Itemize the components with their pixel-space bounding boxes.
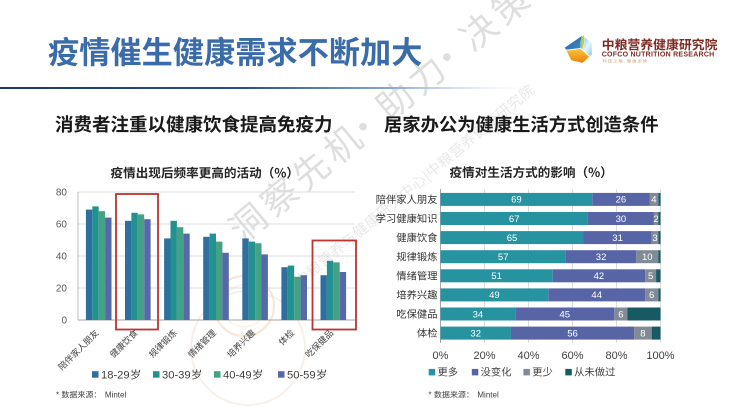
svg-text:100%: 100% <box>646 350 674 362</box>
svg-text:10: 10 <box>642 252 653 263</box>
svg-text:45: 45 <box>560 309 571 320</box>
svg-text:5: 5 <box>648 271 653 282</box>
svg-text:56: 56 <box>567 328 578 339</box>
svg-text:32: 32 <box>470 328 481 339</box>
svg-text:30: 30 <box>616 214 627 225</box>
svg-text:2: 2 <box>653 214 658 225</box>
svg-text:Mintel: Mintel <box>477 391 499 400</box>
svg-text:34: 34 <box>473 309 484 320</box>
svg-text:40: 40 <box>56 252 68 263</box>
svg-text:40%: 40% <box>517 350 539 362</box>
svg-text:0%: 0% <box>433 350 449 362</box>
svg-text:4: 4 <box>651 195 656 206</box>
svg-text:80: 80 <box>56 188 68 199</box>
svg-text:18-29: 18-29 <box>101 370 130 382</box>
svg-text:3: 3 <box>652 233 657 244</box>
svg-text:*: * <box>429 391 432 400</box>
svg-text:20%: 20% <box>473 350 495 362</box>
svg-text:32: 32 <box>596 252 607 263</box>
svg-text:8: 8 <box>640 328 645 339</box>
svg-text:26: 26 <box>616 195 627 206</box>
svg-text:42: 42 <box>594 271 605 282</box>
svg-text:20: 20 <box>56 284 68 295</box>
svg-text:60: 60 <box>56 220 68 231</box>
svg-text:51: 51 <box>491 271 502 282</box>
svg-text:6: 6 <box>618 309 623 320</box>
svg-text:44: 44 <box>591 290 602 301</box>
svg-text:Mintel: Mintel <box>105 391 127 400</box>
svg-text:65: 65 <box>507 233 518 244</box>
svg-text:6: 6 <box>649 290 654 301</box>
svg-text:60%: 60% <box>561 350 583 362</box>
svg-text:57: 57 <box>498 252 509 263</box>
svg-text:0: 0 <box>61 316 67 327</box>
svg-text:COFCO NUTRITION RESEARCH: COFCO NUTRITION RESEARCH <box>602 51 715 58</box>
svg-text:80%: 80% <box>605 350 627 362</box>
svg-text:69: 69 <box>511 195 522 206</box>
svg-text:49: 49 <box>489 290 500 301</box>
svg-text:30-39: 30-39 <box>162 370 191 382</box>
svg-text:*: * <box>56 391 59 400</box>
svg-text:67: 67 <box>509 214 520 225</box>
svg-text:40-49: 40-49 <box>223 370 252 382</box>
svg-text:31: 31 <box>612 233 623 244</box>
svg-text:50-59: 50-59 <box>287 370 316 382</box>
